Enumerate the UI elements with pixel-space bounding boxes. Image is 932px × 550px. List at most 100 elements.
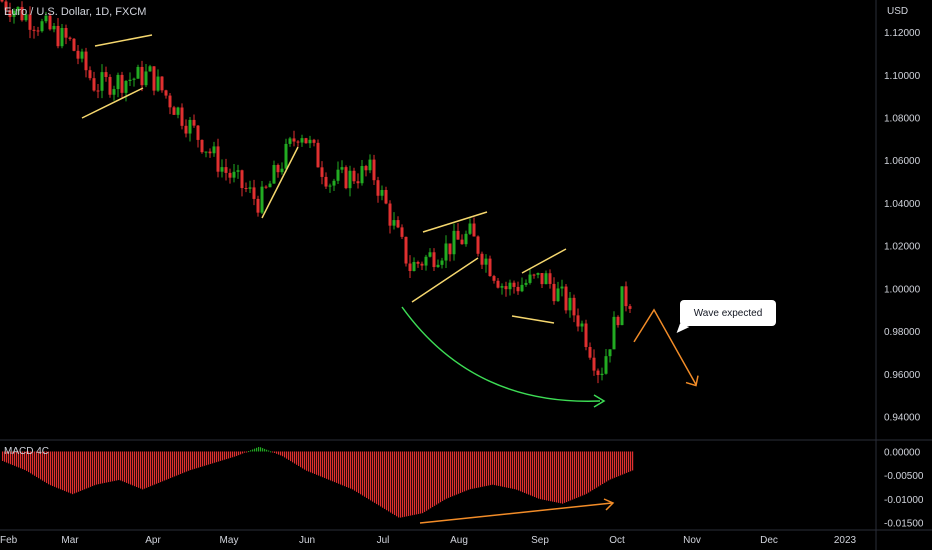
macd-bar — [512, 451, 514, 489]
candle-body — [176, 107, 180, 115]
macd-bar — [52, 451, 54, 487]
wave-expected-callout[interactable]: Wave expected — [680, 300, 776, 326]
macd-bar — [552, 451, 554, 502]
macd-bar — [346, 451, 348, 487]
macd-bar — [542, 451, 544, 500]
macd-bar — [372, 451, 374, 502]
macd-bar — [258, 447, 260, 452]
macd-bar — [370, 451, 372, 501]
macd-tick-label: -0.01000 — [884, 495, 924, 506]
macd-bar — [118, 451, 120, 481]
macd-bar — [412, 451, 414, 516]
macd-bar — [204, 451, 206, 466]
macd-bar — [432, 451, 434, 508]
macd-bar — [112, 451, 114, 482]
macd-bar — [150, 451, 152, 487]
macd-bar — [364, 451, 366, 497]
candle-body — [132, 78, 136, 80]
candle-body — [172, 107, 176, 115]
candle-body — [228, 172, 232, 178]
macd-bar — [416, 451, 418, 515]
macd-bar — [246, 451, 248, 453]
macd-bar — [598, 451, 600, 487]
macd-bar — [46, 451, 48, 484]
macd-bar — [390, 451, 392, 513]
macd-bar — [20, 451, 22, 469]
macd-bar — [396, 451, 398, 517]
candle-body — [312, 139, 316, 143]
candle-body — [80, 51, 84, 59]
time-tick-label: May — [220, 535, 239, 546]
candle-body — [308, 139, 312, 144]
macd-bar — [632, 451, 634, 471]
candle-body — [336, 169, 340, 181]
macd-bar — [238, 451, 240, 456]
price-tick-label: 1.10000 — [884, 71, 921, 82]
macd-bar — [166, 451, 168, 480]
candle-body — [588, 346, 592, 358]
candle-body — [232, 171, 236, 178]
macd-bar — [196, 451, 198, 469]
macd-bar — [250, 450, 252, 452]
macd-bar — [80, 451, 82, 491]
macd-bar — [292, 451, 294, 463]
candle-body — [236, 170, 240, 172]
macd-bar — [214, 451, 216, 463]
macd-bar — [630, 451, 632, 472]
candle-body — [292, 138, 296, 142]
macd-bar — [64, 451, 66, 491]
macd-bar — [580, 451, 582, 497]
macd-bar — [22, 451, 24, 470]
macd-bar — [594, 451, 596, 489]
macd-bar — [378, 451, 380, 506]
macd-bar — [268, 450, 270, 452]
macd-bar — [146, 451, 148, 488]
macd-bar — [72, 451, 74, 495]
macd-bar — [108, 451, 110, 483]
macd-bar — [602, 451, 604, 485]
macd-bar — [308, 451, 310, 472]
macd-bar — [24, 451, 26, 470]
macd-bar — [428, 451, 430, 510]
macd-bar — [206, 451, 208, 466]
macd-bar — [540, 451, 542, 500]
macd-bar — [276, 451, 278, 454]
macd-bar — [116, 451, 118, 481]
macd-bar — [158, 451, 160, 483]
candle-body — [4, 1, 8, 11]
macd-bar — [164, 451, 166, 481]
candle-body — [284, 143, 288, 169]
candle-body — [296, 141, 300, 143]
candle-body — [436, 264, 440, 268]
candle-body — [64, 27, 68, 38]
macd-bar — [40, 451, 42, 480]
candle-body — [416, 262, 420, 264]
price-tick-label: 0.96000 — [884, 370, 921, 381]
candle-body — [204, 151, 208, 153]
candle-body — [496, 280, 500, 288]
macd-bar — [500, 451, 502, 487]
macd-bar — [174, 451, 176, 477]
macd-bar — [142, 451, 144, 490]
macd-bar — [414, 451, 416, 515]
macd-bar — [406, 451, 408, 517]
macd-bar — [12, 451, 14, 466]
macd-bar — [472, 451, 474, 489]
macd-bar — [450, 451, 452, 498]
macd-bar — [44, 451, 46, 482]
macd-bar — [446, 451, 448, 499]
time-tick-label: Oct — [609, 535, 625, 546]
macd-bar — [360, 451, 362, 495]
candle-body — [288, 138, 292, 144]
candle-body — [576, 315, 580, 327]
macd-bar — [482, 451, 484, 487]
macd-bar — [550, 451, 552, 502]
candle-body — [596, 370, 600, 376]
macd-bar — [154, 451, 156, 485]
macd-bar — [234, 451, 236, 457]
macd-bar — [348, 451, 350, 488]
candle-body — [248, 187, 252, 189]
macd-bar — [42, 451, 44, 481]
pattern-trendline — [511, 315, 555, 324]
